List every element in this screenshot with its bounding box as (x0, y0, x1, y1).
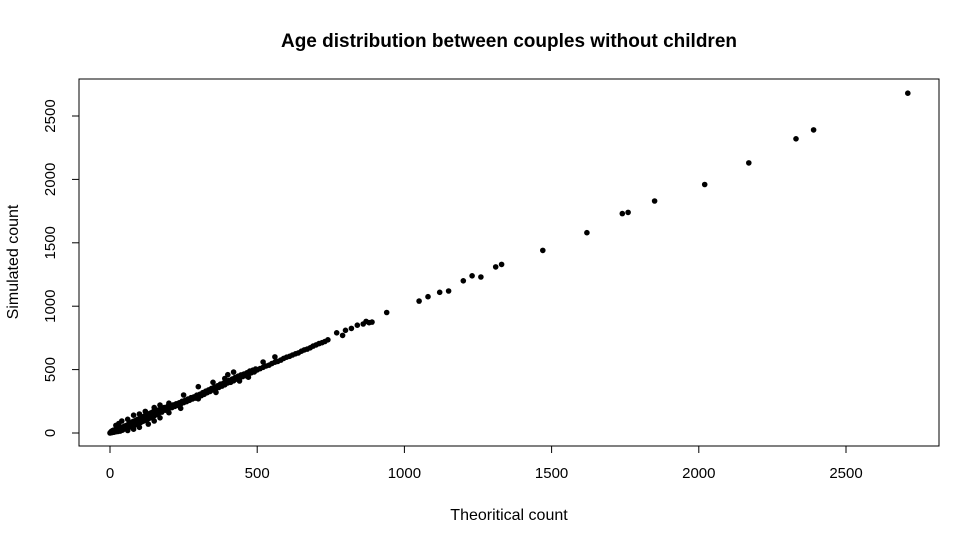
data-point (369, 319, 375, 325)
data-point (157, 415, 163, 421)
data-point (651, 198, 658, 204)
data-point (195, 396, 202, 402)
data-point (236, 378, 243, 384)
data-point (130, 412, 137, 419)
data-point (213, 389, 219, 396)
data-points (107, 90, 911, 436)
data-point (166, 409, 172, 416)
data-point (210, 379, 216, 386)
data-point (460, 278, 467, 284)
x-tick-label: 500 (245, 465, 270, 482)
data-point (195, 383, 202, 390)
data-point (142, 408, 149, 415)
data-point (810, 127, 817, 133)
x-tick-label: 0 (106, 465, 114, 482)
data-point (230, 369, 237, 375)
x-tick-label: 2000 (682, 465, 715, 482)
data-point (124, 416, 131, 423)
data-point (469, 273, 475, 279)
data-point (619, 210, 626, 217)
data-point (416, 298, 422, 304)
data-point (151, 418, 157, 424)
data-point (145, 421, 152, 427)
data-point (130, 426, 137, 433)
x-tick-label: 1500 (535, 465, 568, 482)
data-point (342, 327, 349, 334)
y-axis-label: Simulated count (5, 204, 22, 319)
data-point (225, 371, 231, 378)
data-point (151, 404, 157, 411)
data-point (492, 264, 499, 270)
y-tick-label: 1500 (42, 226, 59, 259)
data-point (498, 261, 505, 268)
data-point (222, 375, 228, 382)
data-point (177, 405, 184, 412)
y-axis: 0 500 1000 1500 2000 2500 (42, 99, 80, 437)
data-point (339, 332, 346, 339)
y-tick-label: 2500 (42, 99, 59, 132)
data-point (793, 136, 799, 142)
chart-title: Age distribution between couples without… (281, 31, 737, 52)
data-point (425, 293, 431, 300)
y-tick-label: 0 (42, 429, 59, 437)
data-point (124, 427, 131, 434)
data-point (354, 322, 361, 329)
data-point (136, 424, 143, 431)
data-point (325, 337, 331, 343)
data-point (348, 325, 355, 332)
data-point (383, 309, 390, 316)
data-point (584, 229, 590, 236)
data-point (540, 247, 546, 254)
data-point (746, 160, 752, 166)
data-point (478, 274, 484, 280)
y-tick-label: 500 (42, 357, 59, 382)
data-point (119, 418, 125, 424)
y-tick-label: 2000 (42, 163, 59, 196)
x-axis-label: Theoritical count (450, 507, 568, 524)
data-point (272, 354, 278, 360)
data-point (245, 374, 252, 381)
data-point (436, 289, 443, 296)
data-point (136, 411, 143, 417)
data-point (905, 90, 911, 96)
data-point (180, 392, 187, 398)
data-point (157, 402, 163, 408)
data-point (166, 400, 172, 407)
y-tick-label: 1000 (42, 290, 59, 323)
data-point (333, 330, 340, 336)
data-point (625, 209, 631, 216)
data-point (445, 288, 452, 294)
x-tick-label: 2500 (829, 465, 862, 482)
x-tick-label: 1000 (388, 465, 421, 482)
x-axis: 0 500 1000 1500 2000 2500 (106, 445, 863, 482)
data-point (701, 181, 708, 188)
data-point (260, 359, 266, 365)
